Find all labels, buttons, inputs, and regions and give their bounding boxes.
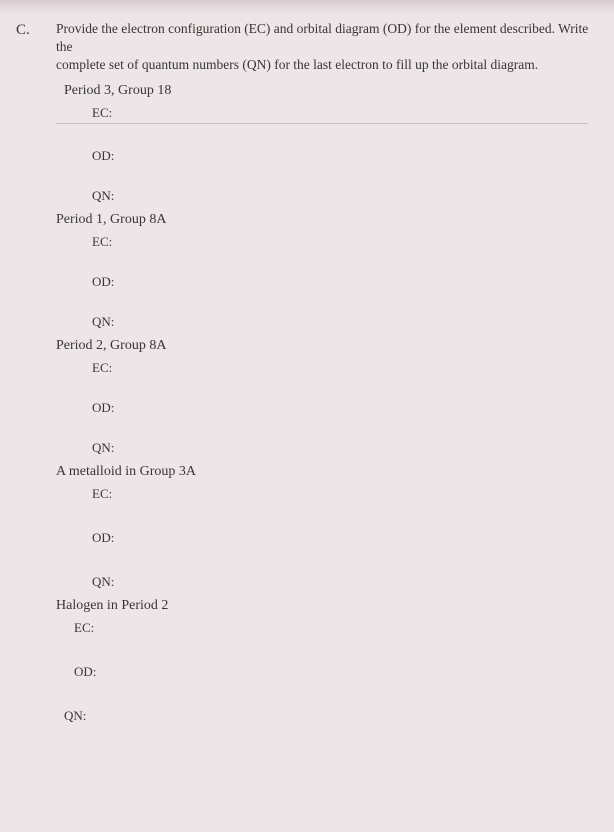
ec-label: EC: xyxy=(92,486,112,502)
ec-row: EC: xyxy=(56,105,588,124)
problem-block: Period 1, Group 8A EC: OD: QN: xyxy=(48,212,596,330)
od-row: OD: xyxy=(56,664,596,680)
ec-label: EC: xyxy=(92,234,112,250)
ec-label: EC: xyxy=(92,105,112,121)
od-row: OD: xyxy=(56,274,596,290)
od-label: OD: xyxy=(92,400,114,416)
instructions-line-2: complete set of quantum numbers (QN) for… xyxy=(56,57,538,72)
qn-row: QN: xyxy=(56,314,596,330)
problem-block: A metalloid in Group 3A EC: OD: QN: xyxy=(48,464,596,590)
problem-title: Halogen in Period 2 xyxy=(56,598,596,614)
ec-label: EC: xyxy=(92,360,112,376)
problem-title: Period 2, Group 8A xyxy=(56,338,596,354)
ec-row: EC: xyxy=(56,486,596,502)
qn-row: QN: xyxy=(56,708,596,724)
problem-title: Period 1, Group 8A xyxy=(56,212,596,228)
od-label: OD: xyxy=(74,664,96,680)
problem-block: Halogen in Period 2 EC: OD: QN: xyxy=(48,598,596,724)
od-label: OD: xyxy=(92,274,114,290)
problem-block: Period 3, Group 18 EC: OD: QN: xyxy=(48,83,596,204)
qn-label: QN: xyxy=(92,314,114,330)
worksheet-page: C. Provide the electron configuration (E… xyxy=(0,0,614,832)
problem-block: Period 2, Group 8A EC: OD: QN: xyxy=(48,338,596,456)
od-row: OD: xyxy=(56,530,596,546)
od-row: OD: xyxy=(56,400,596,416)
instructions: Provide the electron configuration (EC) … xyxy=(48,20,596,75)
ec-row: EC: xyxy=(56,360,596,376)
instructions-line-1: Provide the electron configuration (EC) … xyxy=(56,21,588,54)
ec-row: EC: xyxy=(56,620,596,636)
qn-label: QN: xyxy=(92,188,114,204)
od-row: OD: xyxy=(56,148,596,164)
qn-row: QN: xyxy=(56,440,596,456)
qn-label: QN: xyxy=(64,708,86,724)
od-label: OD: xyxy=(92,530,114,546)
problem-title: A metalloid in Group 3A xyxy=(56,464,596,480)
od-label: OD: xyxy=(92,148,114,164)
qn-row: QN: xyxy=(56,574,596,590)
ec-label: EC: xyxy=(74,620,94,636)
problem-title: Period 3, Group 18 xyxy=(56,83,596,99)
qn-label: QN: xyxy=(92,440,114,456)
qn-label: QN: xyxy=(92,574,114,590)
qn-row: QN: xyxy=(56,188,596,204)
ec-row: EC: xyxy=(56,234,596,250)
section-label: C. xyxy=(16,22,30,39)
